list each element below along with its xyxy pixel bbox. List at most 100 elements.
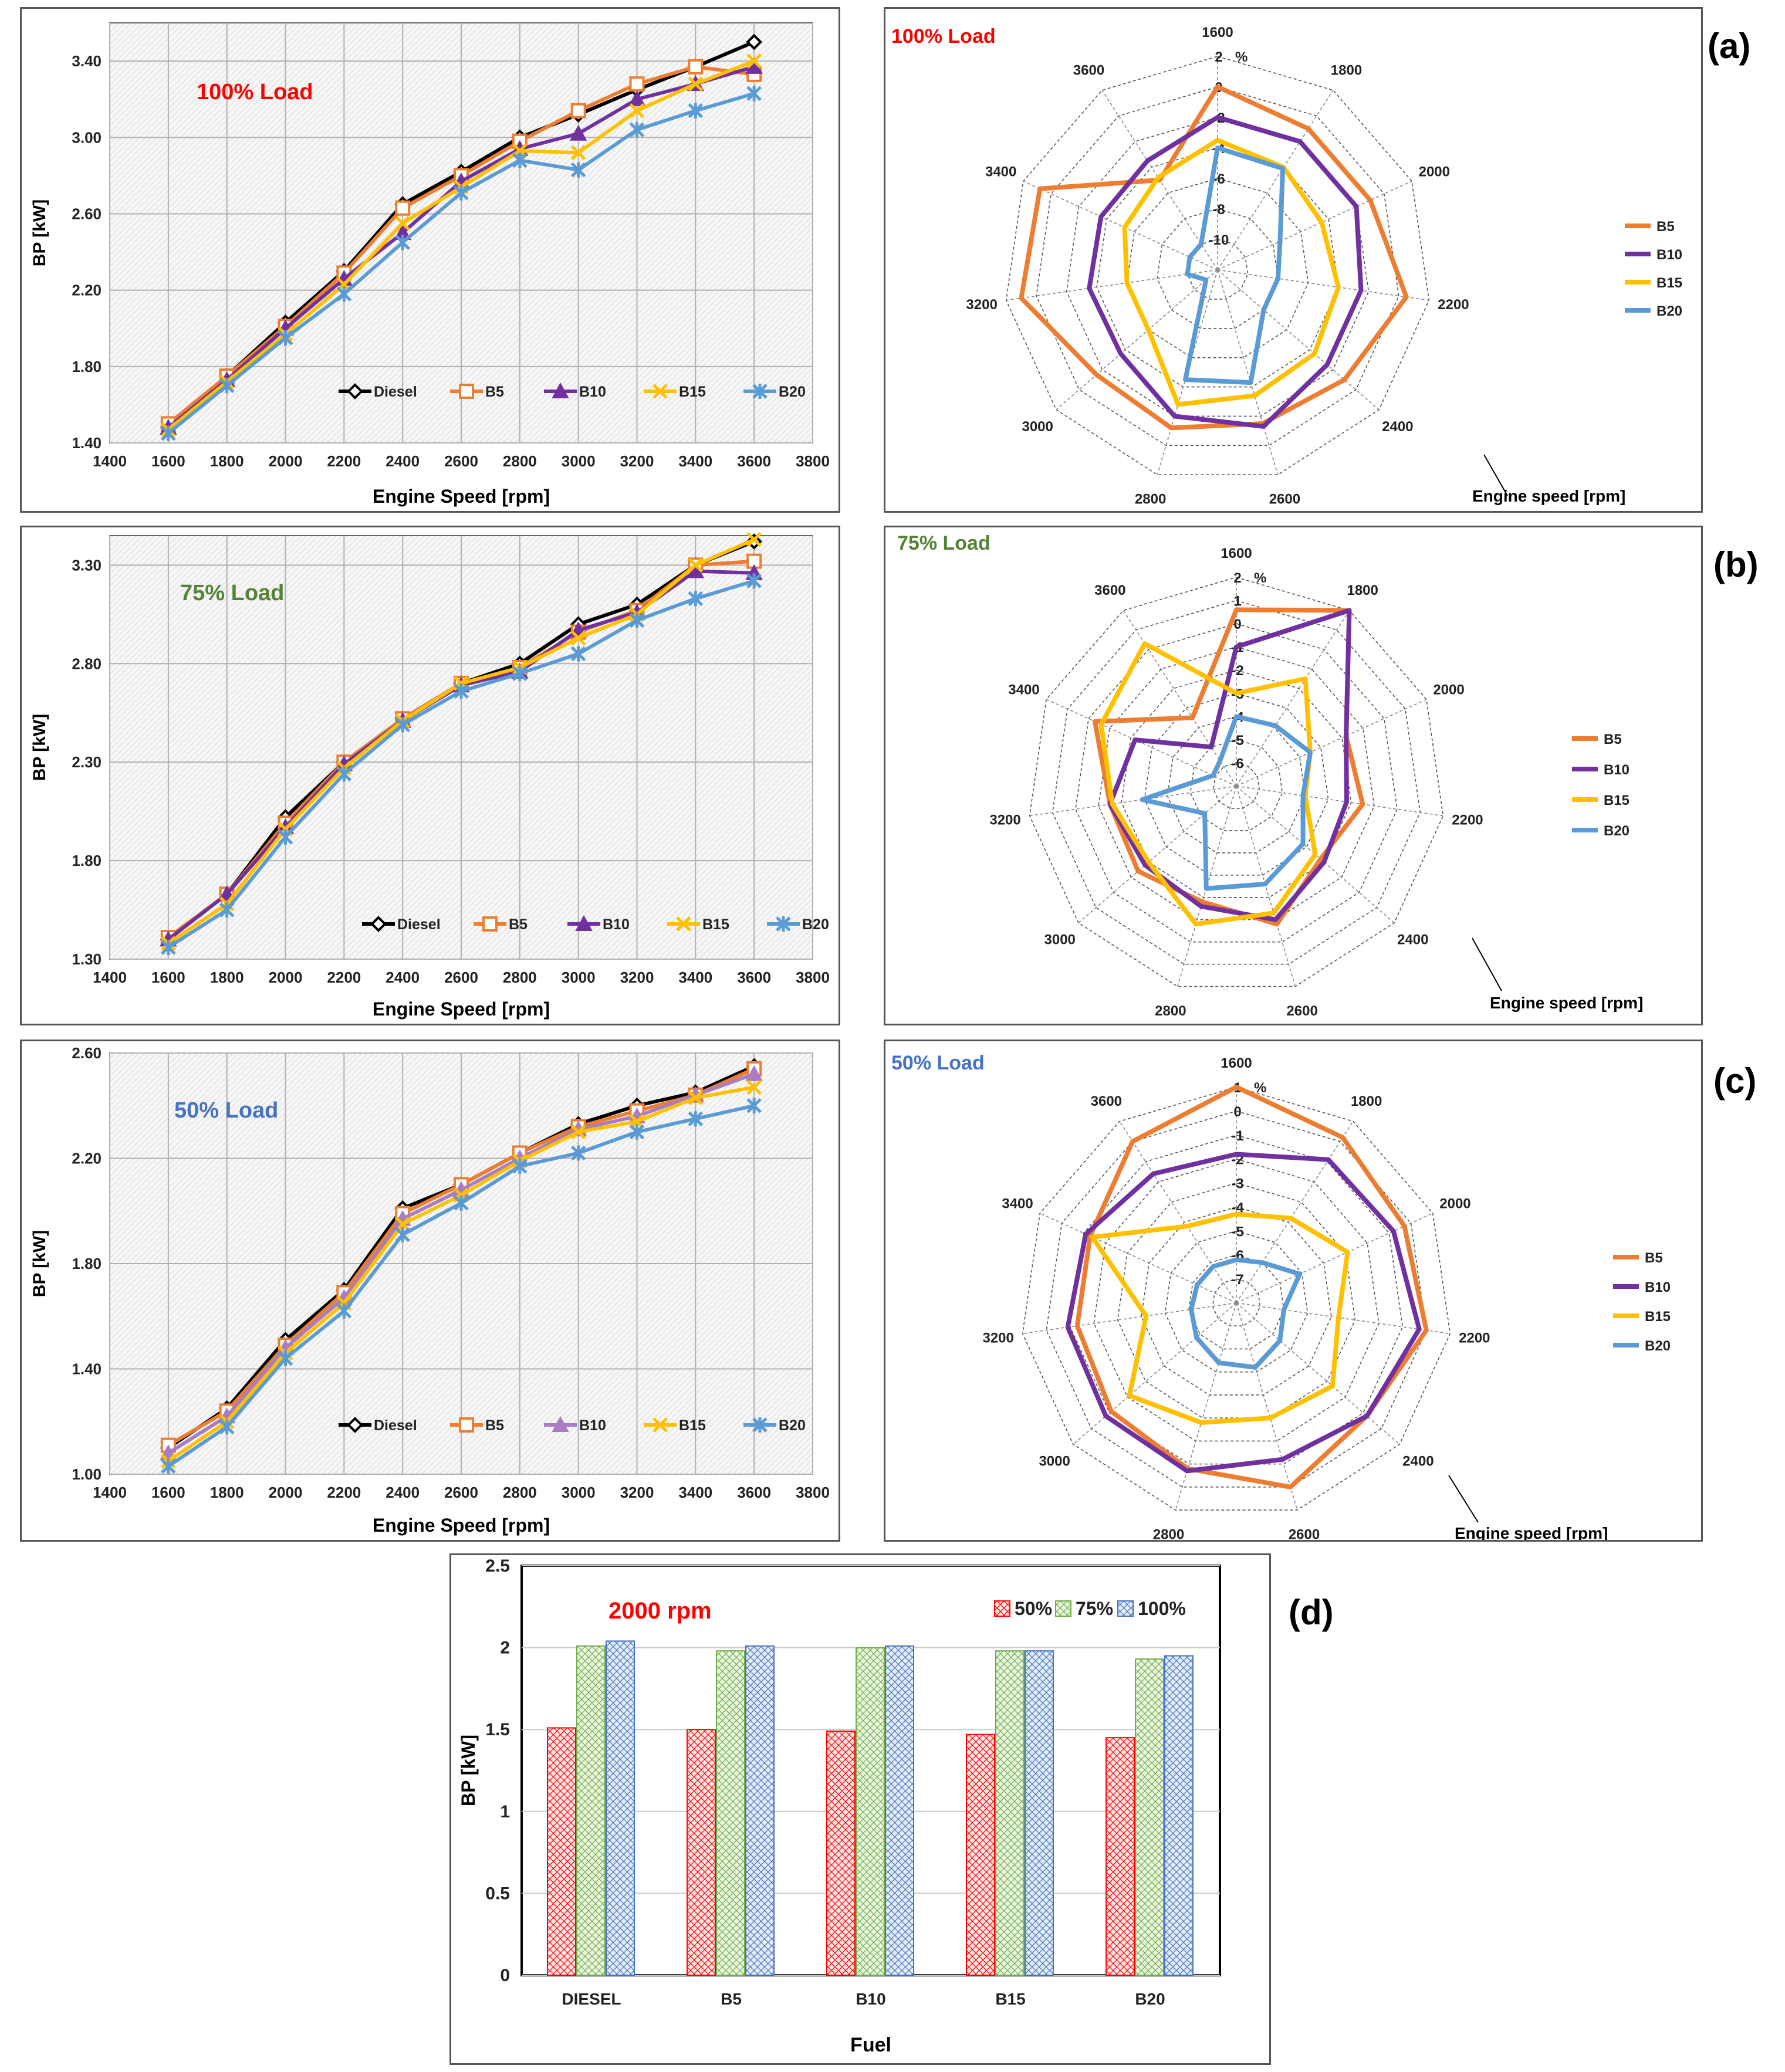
bar-chart-2000rpm: 0 0.5 1 1.5 2 2.5 BP [kW] Fuel 2000 rpm DIESEL B5 B… — [458, 1556, 1221, 2056]
radar-spoke — [1217, 269, 1279, 475]
x-tick-label: 2600 — [444, 969, 478, 986]
data-point-b20 — [570, 1145, 586, 1161]
legend-marker — [676, 916, 691, 932]
x-tick-label: 3200 — [620, 969, 654, 986]
radar-spoke — [1236, 1302, 1400, 1445]
radar-spoke — [1039, 1213, 1237, 1304]
legend-marker — [752, 1417, 768, 1433]
radar-ring — [1189, 739, 1283, 831]
x-axis-label: Engine Speed [rpm] — [373, 486, 550, 507]
x-tick-label: 1600 — [151, 452, 185, 470]
radar-category-label: 3400 — [985, 164, 1016, 180]
y-tick-label: 2.20 — [72, 1150, 102, 1167]
x-tick-label: 3400 — [678, 969, 712, 986]
line-chart-50-panel: 1400 1600 1800 2000 2200 2400 2600 2800 3000 3200… — [20, 1040, 840, 1542]
bar-b5-75 — [716, 1650, 745, 1976]
legend: B5 B10 B15 B20 — [1572, 732, 1630, 839]
y-tick-label: 1.30 — [72, 950, 102, 968]
data-point-b20 — [336, 766, 352, 782]
data-point-b20 — [746, 86, 762, 101]
x-tick-label: 2800 — [503, 452, 537, 470]
radar-category-label: 2400 — [1402, 1453, 1434, 1469]
data-point-b20 — [278, 330, 293, 346]
figure-tag-b: (b) — [1713, 545, 1759, 584]
y-tick-label: 0 — [500, 1966, 510, 1985]
legend-item-b15: B15 — [644, 384, 706, 400]
legend-label: B5 — [1656, 219, 1675, 235]
x-tick-label: 3800 — [796, 969, 830, 986]
radar-tick-label: -6 — [1212, 171, 1225, 187]
radar-category-label: 2000 — [1419, 164, 1450, 180]
radar-ring — [1212, 1278, 1261, 1327]
radar-ring — [1096, 147, 1339, 388]
legend-item-b10: B10 — [1613, 1279, 1671, 1295]
caption-pointer — [1483, 454, 1508, 496]
x-tick-label: 3800 — [796, 1484, 830, 1501]
x-tick-label: B15 — [995, 1990, 1025, 2008]
x-tick-label: 2000 — [269, 1484, 303, 1501]
legend-swatch — [1055, 1600, 1071, 1617]
radar-series-b15 — [1098, 641, 1318, 927]
data-point-b20 — [395, 717, 410, 733]
x-tick-label: 1400 — [93, 452, 127, 470]
line-chart-100-panel: 1400 1600 1800 2000 2200 2400 2600 2800 3000 3200… — [20, 7, 840, 513]
data-point-b15 — [570, 630, 586, 646]
chart-title: 100% Load — [197, 80, 313, 104]
radar-category-label: 3600 — [1094, 583, 1125, 598]
radar-spoke — [1236, 786, 1443, 817]
radar-spoke — [1175, 1302, 1237, 1511]
radar-category-label: 3400 — [1002, 1196, 1033, 1212]
chart-title: 100% Load — [891, 25, 996, 48]
legend-label: B20 — [779, 1417, 806, 1434]
legend-item-b20: B20 — [1625, 303, 1682, 319]
radar-category-label: 2800 — [1153, 1526, 1184, 1540]
data-point-b20 — [278, 829, 293, 845]
legend-item-b15: B15 — [1625, 275, 1682, 291]
legend-item-b15: B15 — [1613, 1309, 1671, 1325]
data-point-b20 — [570, 162, 586, 178]
x-axis-label: Engine Speed [rpm] — [373, 1515, 550, 1536]
legend-item-50: 50% — [994, 1598, 1052, 1619]
x-tick-label: 2400 — [386, 1484, 420, 1501]
legend-label: B5 — [509, 916, 528, 933]
legend-item-b10: B10 — [544, 382, 606, 400]
radar-category-label: 2800 — [1155, 1003, 1186, 1019]
y-tick-label: 1.80 — [72, 852, 102, 869]
radar-spoke — [1056, 269, 1218, 410]
radar-ring — [1188, 1254, 1284, 1350]
radar-ring — [1075, 623, 1398, 943]
legend-label: B5 — [485, 384, 504, 400]
legend-marker — [347, 383, 363, 399]
y-tick-label: 1.5 — [485, 1720, 510, 1739]
legend-label: Diesel — [374, 1417, 417, 1434]
data-point-b20 — [219, 378, 235, 394]
axis-caption: Engine speed [rpm] — [1455, 1524, 1608, 1540]
bar-b10-75 — [856, 1647, 885, 1976]
legend-item-b10: B10 — [1625, 247, 1682, 263]
radar-series-b20 — [1140, 714, 1313, 891]
data-point-b15 — [395, 215, 410, 231]
legend-label: 75% — [1076, 1598, 1113, 1619]
bar-b15-100 — [1025, 1650, 1054, 1976]
data-point-b20 — [688, 103, 704, 119]
x-tick-label: 3000 — [562, 969, 596, 986]
x-tick-label: 3600 — [737, 969, 771, 986]
line-chart-100: 1400 1600 1800 2000 2200 2400 2600 2800 3000 3200… — [30, 22, 830, 507]
data-point-b5 — [688, 59, 704, 75]
radar-spoke — [1217, 90, 1334, 270]
radar-category-label: 3200 — [982, 1330, 1013, 1346]
data-point-b20 — [454, 185, 469, 201]
bar-b5-50 — [687, 1729, 716, 1976]
radar-category-label: 3600 — [1073, 62, 1104, 78]
radar-ring — [1029, 577, 1444, 987]
legend-item-b5: B5 — [1625, 219, 1675, 235]
legend-marker — [370, 916, 387, 932]
radar-category-label: 3200 — [966, 297, 997, 313]
radar-series-b15 — [1122, 138, 1341, 407]
data-point-b15 — [746, 531, 762, 547]
legend-label: B20 — [779, 384, 806, 400]
legend-marker — [552, 382, 569, 398]
y-tick-label: 3.00 — [72, 128, 102, 146]
legend-label: B15 — [702, 916, 729, 933]
figure-tag-d: (d) — [1289, 1593, 1334, 1632]
